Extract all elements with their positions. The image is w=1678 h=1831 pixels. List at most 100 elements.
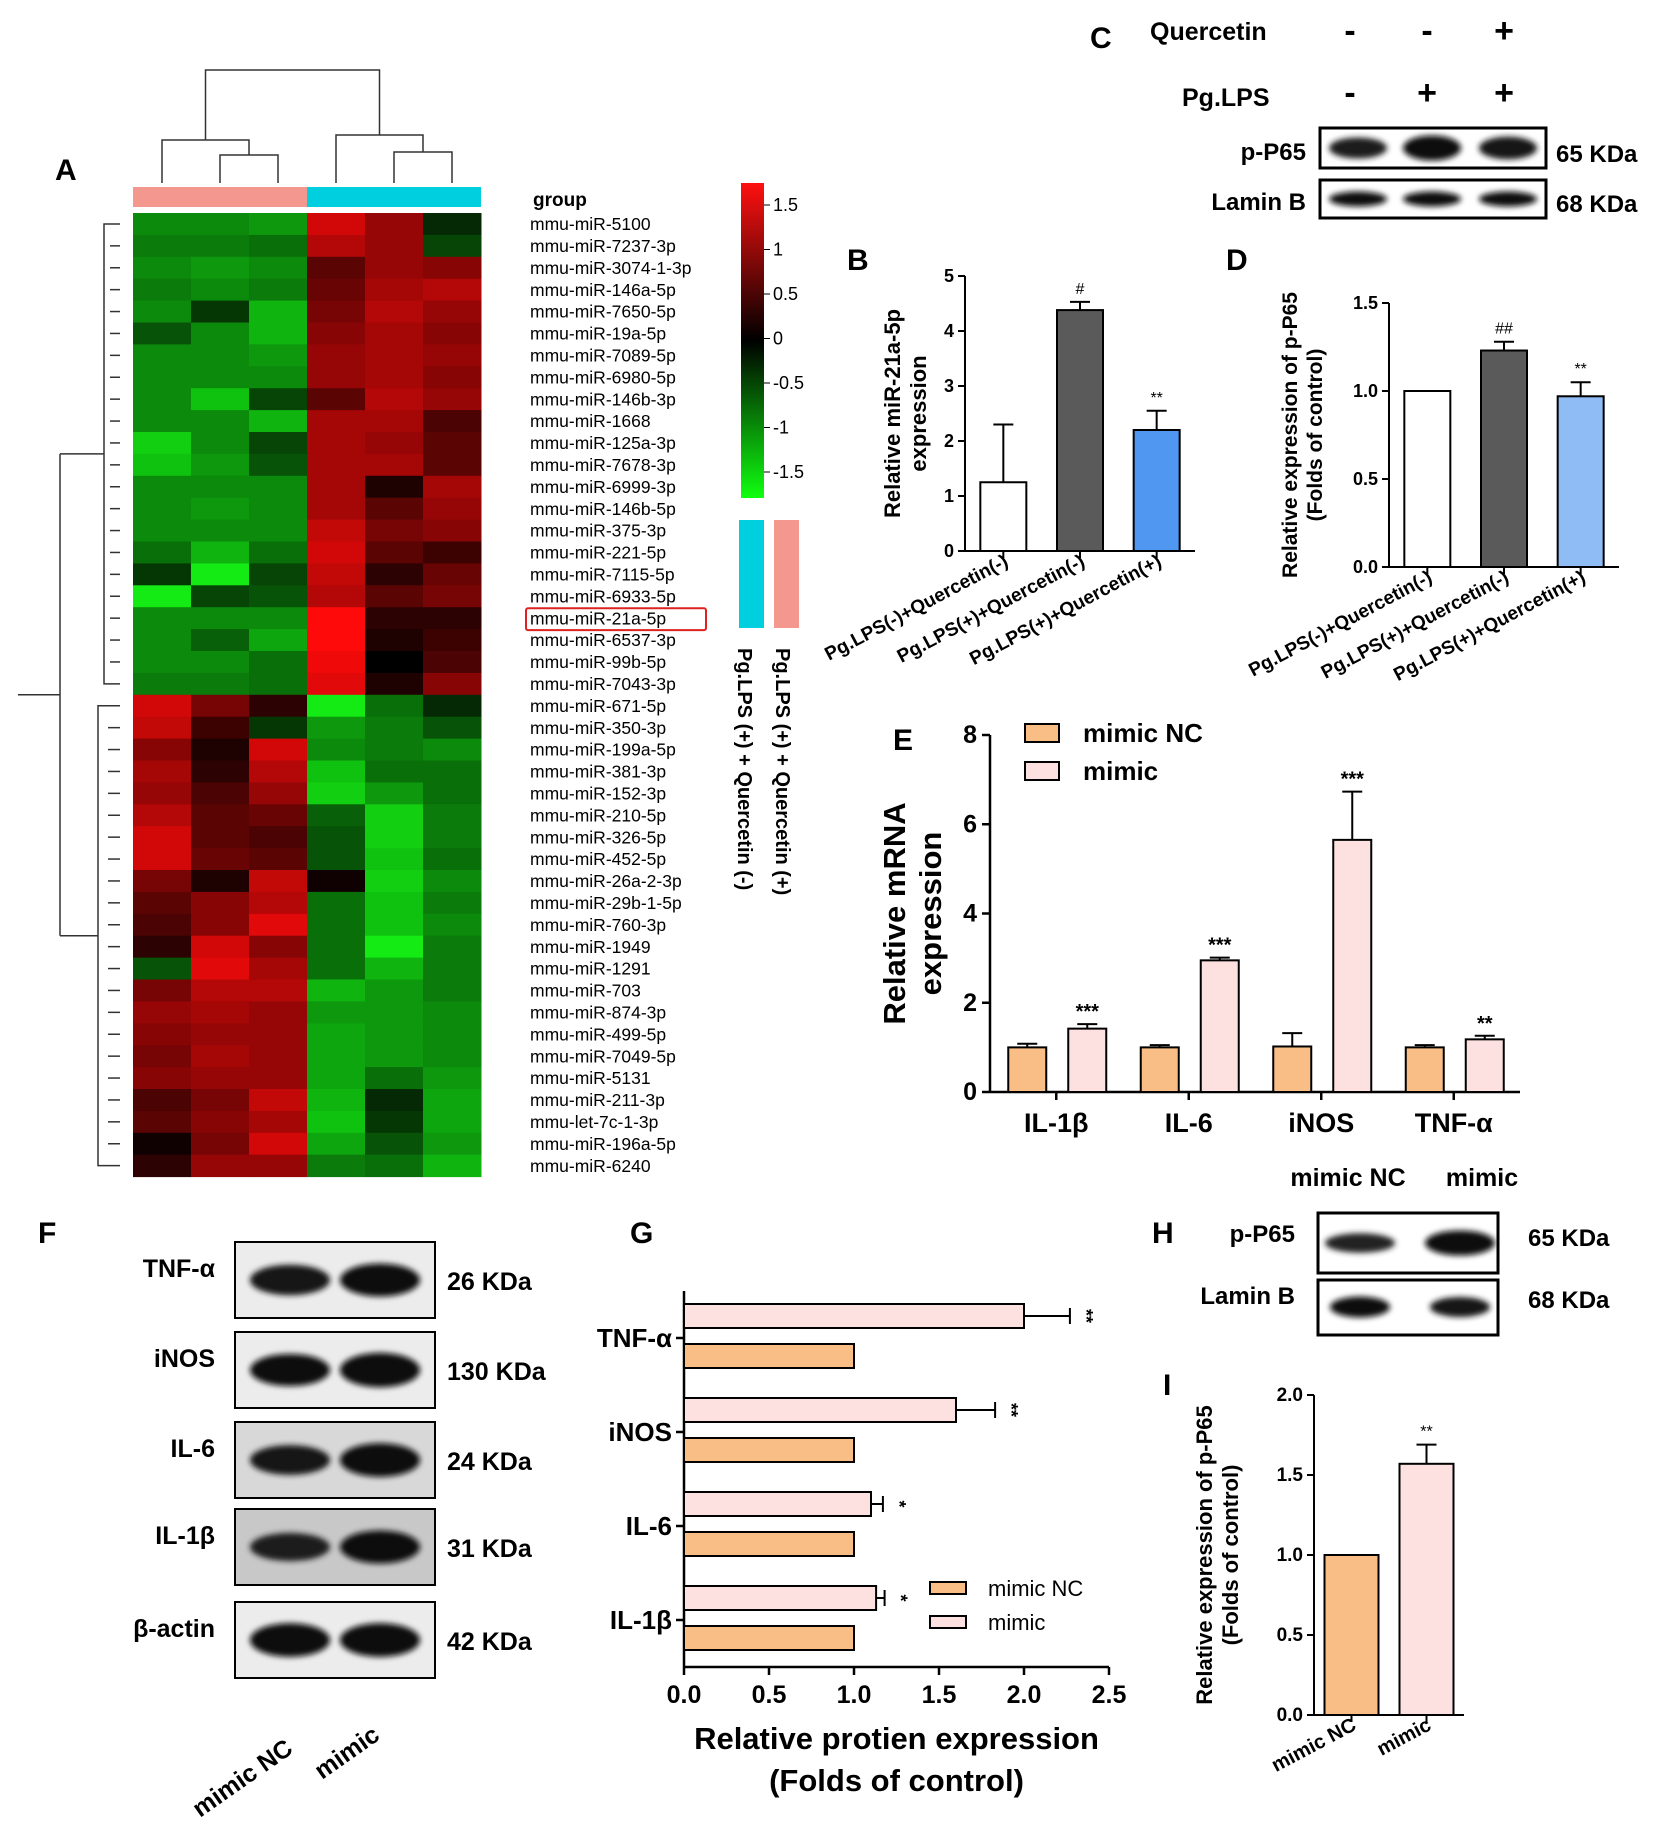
heatmap-cell (191, 278, 250, 302)
x-tick-label: 1.5 (922, 1681, 957, 1709)
heatmap-cell (249, 826, 308, 849)
heatmap-cell (249, 694, 308, 718)
blot-f-lane-label-1: mimic NC (187, 1734, 298, 1823)
heatmap-cell (307, 629, 366, 652)
group-bar-segment (307, 187, 481, 207)
blot-h-kda-laminb: 68 KDa (1528, 1287, 1610, 1314)
bar (1480, 349, 1528, 568)
heatmap-cell (191, 979, 250, 1002)
heatmap-cell (365, 366, 424, 389)
heatmap-cell (423, 848, 482, 871)
heatmap-row-label: mmu-miR-146a-5p (530, 280, 676, 300)
y-tick-label: 6 (963, 810, 977, 838)
heatmap-cell (133, 1154, 192, 1178)
heatmap-cell (249, 1154, 308, 1178)
heatmap-cell (307, 585, 366, 608)
heatmap-cell (191, 1110, 250, 1134)
bar (1464, 1038, 1505, 1094)
heatmap-cell (423, 585, 482, 608)
blot-c-band-laminb (1479, 191, 1537, 207)
pglps-row-label: Pg.LPS (1182, 84, 1270, 112)
x-tick-label: 2.0 (1007, 1681, 1042, 1709)
heatmap-cell (249, 629, 308, 652)
heatmap-row-label: mmu-miR-19a-5p (530, 324, 666, 344)
y-tick-label: iNOS (608, 1417, 672, 1447)
bar (1398, 1462, 1455, 1717)
heatmap-cell (307, 1154, 366, 1178)
heatmap-cell (307, 497, 366, 521)
heatmap-cell (365, 1110, 424, 1134)
blot-f-band (340, 1530, 420, 1564)
heatmap-row-label: mmu-miR-6933-5p (530, 586, 676, 606)
heatmap-cell (249, 432, 308, 455)
heatmap-panel: group mmu-miR-5100mmu-miR-7237-3pmmu-miR… (18, 69, 804, 1178)
legend-swatch (1024, 723, 1060, 743)
heatmap-cell (423, 541, 482, 564)
heatmap-cell (365, 322, 424, 345)
group-legend-swatch-1 (739, 520, 764, 628)
heatmap-cell (191, 1154, 250, 1178)
heatmap-cell (249, 519, 308, 542)
heatmap-cell (191, 1023, 250, 1046)
heatmap-cell (133, 1110, 192, 1134)
heatmap-cell (365, 760, 424, 783)
x-tick-label: iNOS (1288, 1108, 1354, 1138)
y-tick-label: 1.5 (1277, 1465, 1304, 1486)
blot-c-band-laminb (1403, 191, 1461, 207)
heatmap-cell (423, 979, 482, 1002)
heatmap-cell (191, 913, 250, 937)
heatmap-row-label: mmu-miR-7115-5p (530, 564, 675, 584)
heatmap-cell (249, 1045, 308, 1068)
blot-f-band (250, 1264, 330, 1296)
heatmap-cell (365, 913, 424, 937)
heatmap-cell (249, 388, 308, 411)
blot-panel-f: TNF-α 26 KDa iNOS 130 KDa IL-6 24 KDa IL-1β 31 … (133, 1241, 547, 1823)
scale-tick-label: 1.5 (773, 195, 798, 215)
heatmap-cell (365, 453, 424, 477)
heatmap-cell (191, 388, 250, 411)
significance-mark: # (1076, 281, 1085, 298)
y-tick-label: 0.5 (1277, 1625, 1304, 1646)
heatmap-cell (365, 1132, 424, 1156)
y-axis-label-line: Relative miR-21a-5p (880, 309, 905, 518)
significance-mark: ** (1574, 361, 1586, 378)
heatmap-cell (365, 234, 424, 258)
heatmap-cell (249, 1001, 308, 1024)
heatmap-cell (365, 848, 424, 871)
heatmap-row-label: mmu-miR-5131 (530, 1068, 651, 1088)
group-legend-label-1: Pg.LPS (+) + Quercetin (-) (733, 648, 755, 890)
heatmap-cell (307, 519, 366, 542)
group-color-bar (133, 187, 481, 207)
heatmap-cell (191, 848, 250, 871)
column-dendrogram (161, 69, 453, 183)
heatmap-cell (133, 826, 192, 849)
panel-letter-h: H (1152, 1217, 1174, 1250)
heatmap-cell (249, 278, 308, 302)
y-tick-label: 4 (944, 321, 954, 341)
heatmap-cell (133, 519, 192, 542)
group-bar-segment (133, 187, 307, 207)
blot-panel-c: Quercetin Pg.LPS - - + - + + p-P65 Lamin… (1150, 12, 1638, 220)
y-tick-label: 1 (944, 486, 954, 506)
heatmap-cell (423, 694, 482, 718)
heatmap-cell (365, 497, 424, 521)
blot-c-band-laminb (1329, 191, 1387, 207)
heatmap-cell (423, 410, 482, 433)
heatmap-cell (423, 760, 482, 783)
heatmap-cell (307, 1067, 366, 1090)
lps-sign-lane-2: + (1417, 74, 1437, 112)
heatmap-cell (191, 629, 250, 652)
dendrogram-branch (219, 154, 279, 183)
legend-label: mimic NC (1083, 718, 1203, 748)
bar (1139, 1046, 1180, 1093)
heatmap-cell (249, 1023, 308, 1046)
heatmap-cell (365, 1023, 424, 1046)
heatmap-cell (307, 256, 366, 280)
heatmap-cell (249, 300, 308, 323)
significance-mark: *** (1076, 1001, 1100, 1023)
dendrogram-branch (393, 151, 453, 183)
scale-tick-label: 0.5 (773, 284, 798, 304)
heatmap-cell (423, 957, 482, 980)
y-axis-label-line: expression (906, 355, 931, 471)
blot-f-kda-label: 130 KDa (447, 1358, 547, 1386)
